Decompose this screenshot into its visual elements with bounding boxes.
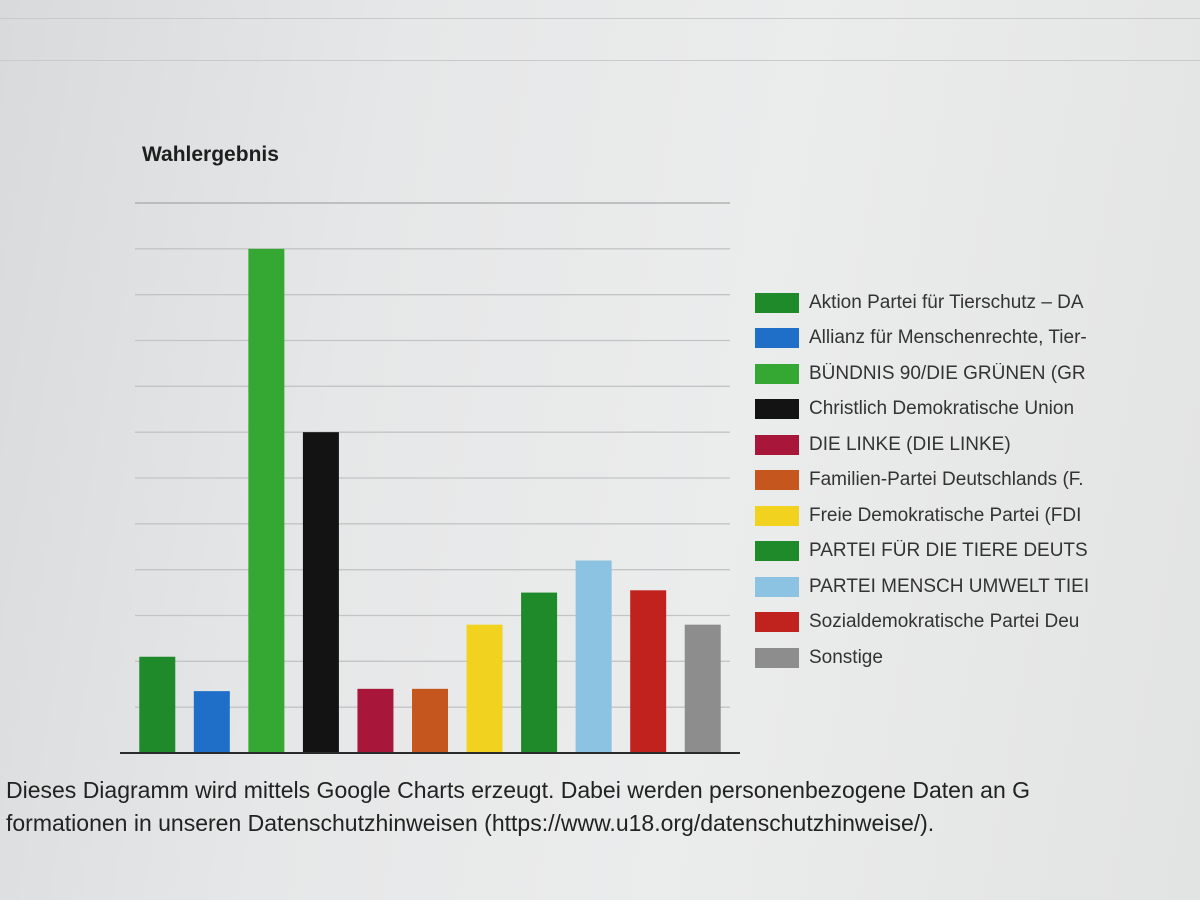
- legend-label: Christlich Demokratische Union: [809, 398, 1075, 420]
- legend-swatch: [755, 328, 799, 349]
- legend-label: Familien-Partei Deutschlands (F.: [809, 469, 1084, 491]
- legend-item: Christlich Demokratische Union: [755, 392, 1125, 428]
- bar-8: [575, 560, 612, 753]
- bar-0: [139, 656, 176, 753]
- bar-5: [412, 688, 448, 753]
- legend-item: Freie Demokratische Partei (FDI: [755, 498, 1125, 534]
- chart-title: Wahlergebnis: [142, 143, 279, 166]
- legend-swatch: [755, 647, 799, 668]
- legend-swatch: [755, 505, 799, 526]
- legend-swatch: [755, 470, 799, 491]
- legend-label: Allianz für Menschenrechte, Tier-: [809, 327, 1087, 349]
- legend-label: Sonstige: [809, 646, 883, 668]
- legend-item: PARTEI MENSCH UMWELT TIEI: [755, 569, 1125, 605]
- bar-2: [248, 248, 285, 754]
- legend-item: Allianz für Menschenrechte, Tier-: [755, 321, 1125, 357]
- bar-6: [466, 624, 503, 753]
- legend-label: PARTEI MENSCH UMWELT TIEI: [809, 575, 1090, 597]
- legend-item: Familien-Partei Deutschlands (F.: [755, 463, 1125, 499]
- legend-item: PARTEI FÜR DIE TIERE DEUTS: [755, 534, 1125, 570]
- legend-swatch: [755, 612, 799, 633]
- legend-swatch: [755, 363, 799, 384]
- legend-swatch: [755, 292, 799, 313]
- legend-label: DIE LINKE (DIE LINKE): [809, 433, 1011, 455]
- bar-3: [302, 432, 339, 753]
- bar-1: [193, 691, 230, 753]
- legend-swatch: [755, 541, 799, 562]
- legend-item: DIE LINKE (DIE LINKE): [755, 427, 1125, 463]
- page-rule-top: [0, 18, 1200, 19]
- legend-label: BÜNDNIS 90/DIE GRÜNEN (GR: [809, 362, 1086, 384]
- legend-item: Sozialdemokratische Partei Deu: [755, 605, 1125, 641]
- legend-label: PARTEI FÜR DIE TIERE DEUTS: [809, 540, 1088, 562]
- page-rule-second: [0, 60, 1200, 61]
- legend-label: Freie Demokratische Partei (FDI: [809, 504, 1082, 526]
- chart-footer-note: Dieses Diagramm wird mittels Google Char…: [6, 774, 1196, 840]
- legend-item: Aktion Partei für Tierschutz – DA: [755, 285, 1125, 321]
- footer-line-1: Dieses Diagramm wird mittels Google Char…: [6, 777, 1031, 803]
- legend-item: Sonstige: [755, 640, 1125, 676]
- bar-7: [521, 592, 558, 753]
- legend-label: Aktion Partei für Tierschutz – DA: [809, 291, 1084, 313]
- bar-10: [684, 624, 721, 753]
- bar-9: [630, 590, 667, 753]
- legend-swatch: [755, 399, 799, 420]
- legend-label: Sozialdemokratische Partei Deu: [809, 611, 1080, 633]
- legend-item: BÜNDNIS 90/DIE GRÜNEN (GR: [755, 356, 1125, 392]
- legend-swatch: [755, 434, 799, 455]
- legend-swatch: [755, 576, 799, 597]
- footer-line-2: formationen in unseren Datenschutzhinwei…: [6, 810, 935, 836]
- chart-legend: Aktion Partei für Tierschutz – DA Allianz…: [755, 285, 1145, 676]
- bar-4: [357, 688, 394, 753]
